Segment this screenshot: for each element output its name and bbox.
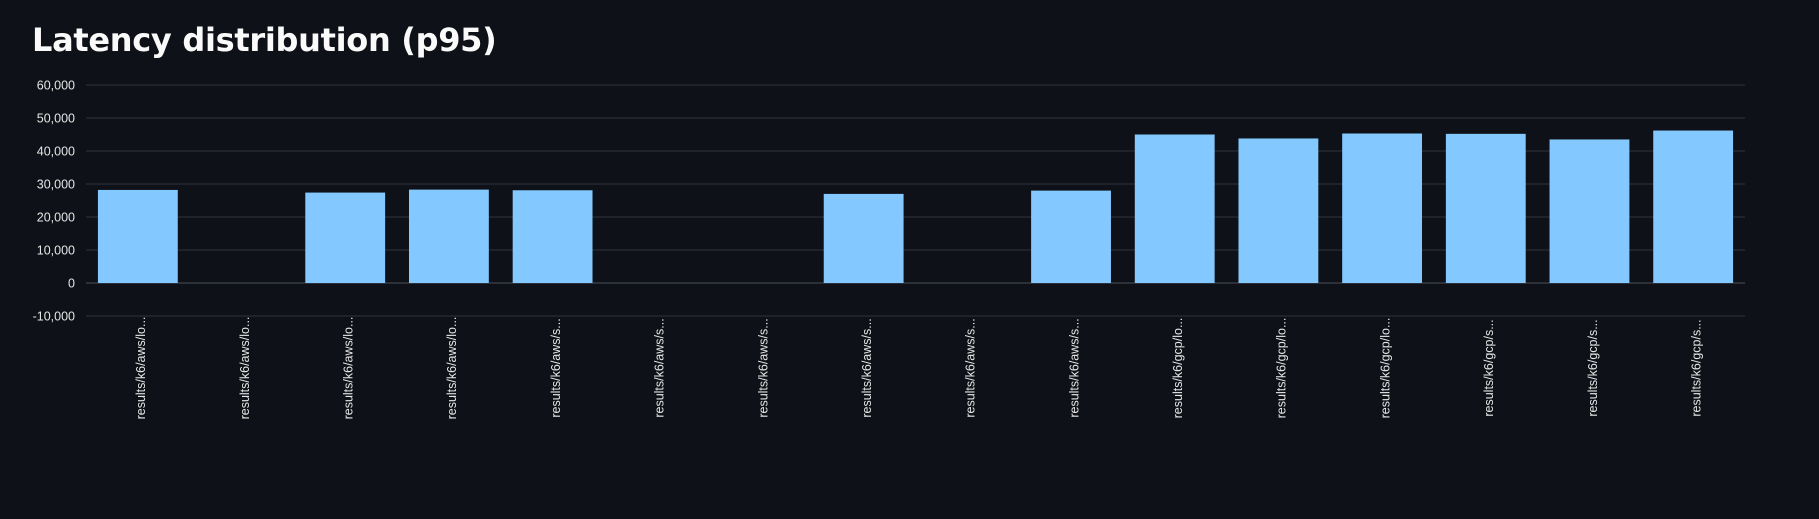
x-tick-label: results/k6/gcp/lo... [1275,318,1289,419]
bar[interactable] [1445,133,1526,283]
bar[interactable] [305,192,386,283]
x-tick-label: results/k6/gcp/s... [1689,319,1703,416]
y-tick-label: -10,000 [33,310,75,324]
bar[interactable] [512,190,593,283]
y-tick-label: 30,000 [37,178,75,192]
x-tick-label: results/k6/gcp/s... [1586,319,1600,416]
x-tick-label: results/k6/aws/lo... [238,317,252,420]
bar[interactable] [97,189,178,283]
y-tick-label: 10,000 [37,244,75,258]
x-tick-label: results/k6/aws/s... [964,318,978,417]
x-tick-label: results/k6/aws/lo... [445,317,459,420]
x-tick-label: results/k6/aws/lo... [342,317,356,420]
y-tick-label: 50,000 [37,112,75,126]
bar[interactable] [1549,139,1630,283]
x-tick-label: results/k6/aws/s... [756,318,770,417]
bar[interactable] [408,189,489,283]
bar[interactable] [1134,134,1215,284]
x-tick-label: results/k6/aws/lo... [134,317,148,420]
x-tick-label: results/k6/aws/s... [653,318,667,417]
bar[interactable] [1653,130,1734,283]
x-tick-label: results/k6/gcp/lo... [1378,318,1392,419]
x-axis-labels: results/k6/aws/lo... results/k6/aws/lo...… [134,317,1703,420]
y-tick-label: 60,000 [37,79,75,93]
bar[interactable] [823,193,904,283]
x-tick-label: results/k6/aws/s... [1067,318,1081,417]
y-tick-label: 20,000 [37,211,75,225]
bars [97,130,1734,284]
page-title: Latency distribution (p95) [32,21,497,59]
bar[interactable] [1238,138,1319,283]
bar[interactable] [1031,190,1111,283]
y-axis-ticks: 60,000 50,000 40,000 30,000 20,000 10,000 0 -10… [33,79,75,324]
y-tick-label: 40,000 [37,145,75,159]
x-tick-label: results/k6/gcp/s... [1482,319,1496,416]
x-tick-label: results/k6/gcp/lo... [1171,318,1185,419]
y-tick-label: 0 [68,277,75,291]
bar[interactable] [1342,133,1423,283]
x-tick-label: results/k6/aws/s... [860,318,874,417]
x-tick-label: results/k6/aws/s... [549,318,563,417]
